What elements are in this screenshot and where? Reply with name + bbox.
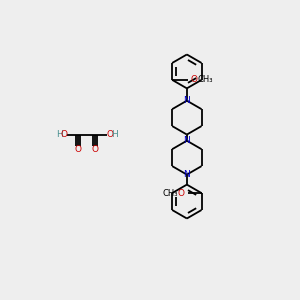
Text: N: N (184, 170, 190, 179)
Text: CH₃: CH₃ (198, 75, 213, 84)
Text: O: O (191, 75, 198, 84)
Text: O: O (178, 189, 184, 198)
Text: CH₃: CH₃ (162, 189, 178, 198)
Text: H: H (111, 130, 118, 139)
Text: O: O (106, 130, 113, 139)
Text: N: N (184, 96, 190, 105)
Text: O: O (75, 146, 82, 154)
Text: O: O (61, 130, 68, 139)
Text: N: N (184, 136, 190, 145)
Text: H: H (56, 130, 63, 139)
Text: O: O (92, 146, 99, 154)
